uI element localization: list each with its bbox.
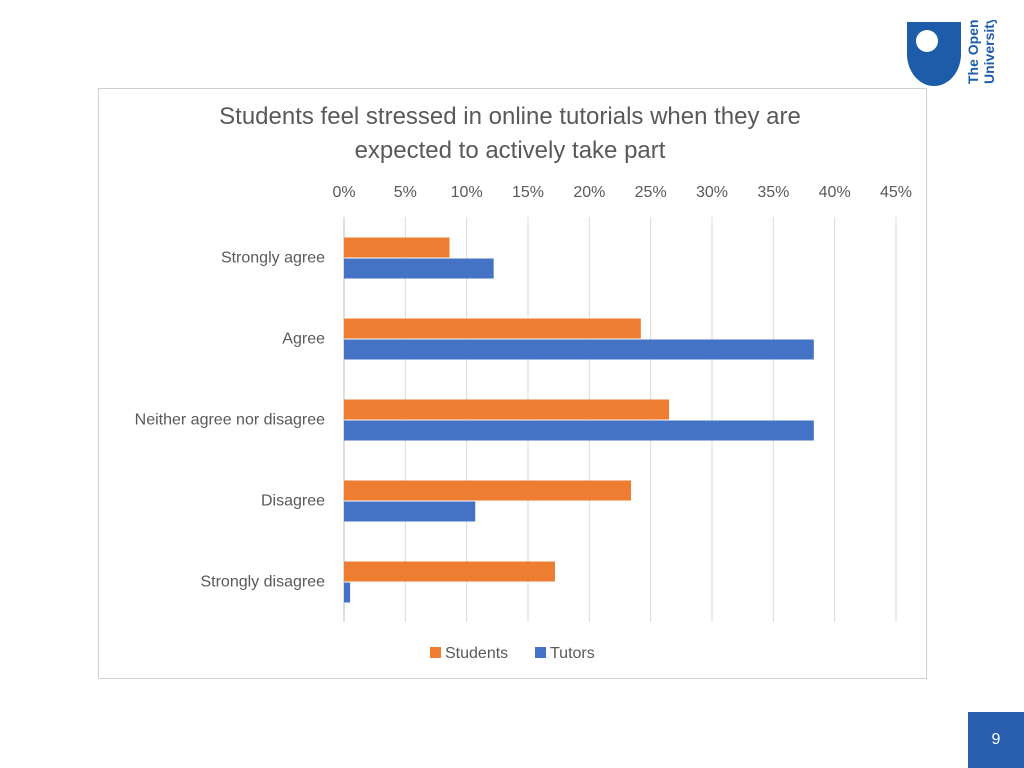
legend-label-tutors: Tutors — [550, 645, 595, 662]
bar-students-0 — [344, 237, 450, 258]
x-axis-ticks: 0% 5% 10% 15% 20% 25% 30% 35% 40% 45% — [332, 184, 912, 201]
legend-swatch-tutors — [535, 647, 546, 658]
category-label: Agree — [282, 331, 325, 348]
bar-tutors-0 — [344, 258, 494, 279]
x-tick-label: 10% — [451, 184, 483, 201]
x-tick-label: 40% — [819, 184, 851, 201]
x-tick-label: 45% — [880, 184, 912, 201]
shield-icon — [907, 22, 961, 86]
bar-tutors-1 — [344, 339, 814, 360]
logo-text-line2: University — [981, 20, 997, 84]
category-label: Neither agree nor disagree — [135, 412, 325, 429]
y-axis-categories: Strongly agree Agree Neither agree nor dis… — [135, 250, 325, 591]
bar-students-1 — [344, 318, 641, 339]
bar-tutors-4 — [344, 582, 351, 603]
legend-swatch-students — [430, 647, 441, 658]
x-tick-label: 20% — [573, 184, 605, 201]
chart-title-line-2: expected to actively take part — [355, 137, 666, 164]
logo-dot — [916, 30, 938, 52]
x-tick-label: 5% — [394, 184, 417, 201]
x-tick-label: 30% — [696, 184, 728, 201]
category-label: Strongly disagree — [200, 574, 325, 591]
chart-title-line-1: Students feel stressed in online tutoria… — [219, 103, 801, 130]
bar-tutors-3 — [344, 501, 476, 522]
x-tick-label: 25% — [635, 184, 667, 201]
legend-label-students: Students — [445, 645, 508, 662]
x-tick-label: 35% — [757, 184, 789, 201]
chart-frame: Students feel stressed in online tutoria… — [98, 88, 927, 679]
bar-tutors-2 — [344, 420, 814, 441]
bars — [344, 237, 814, 603]
logo-text-line1: The Open — [965, 20, 981, 84]
bar-chart: Students feel stressed in online tutoria… — [135, 103, 912, 662]
x-tick-label: 0% — [332, 184, 355, 201]
bar-students-3 — [344, 480, 632, 501]
x-tick-label: 15% — [512, 184, 544, 201]
bar-students-4 — [344, 561, 555, 582]
category-label: Disagree — [261, 493, 325, 510]
category-label: Strongly agree — [221, 250, 325, 267]
open-university-logo: The Open University — [907, 20, 997, 86]
legend: Students Tutors — [430, 645, 595, 662]
bar-students-2 — [344, 399, 670, 420]
slide-number-badge: 9 — [968, 712, 1024, 768]
